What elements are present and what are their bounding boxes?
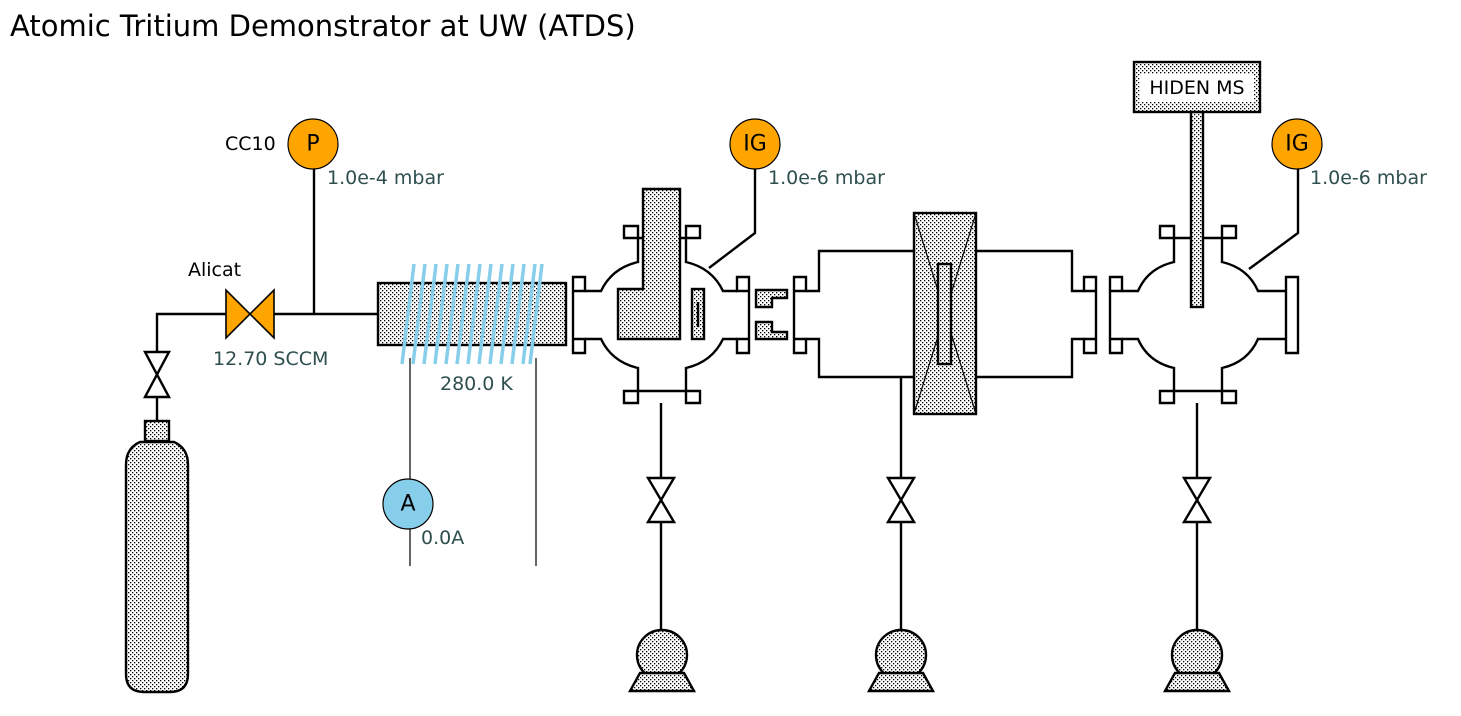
alicat-flow-valve[interactable]: [225, 288, 275, 340]
ion-gauge-2[interactable]: IG: [1271, 118, 1323, 170]
ion-gauge-1[interactable]: IG: [729, 118, 781, 170]
pressure-gauge-name: CC10: [225, 133, 276, 155]
ammeter[interactable]: A: [382, 478, 434, 530]
magnet: [912, 211, 978, 416]
turbo-pump-1: [628, 628, 696, 693]
turbo-pump-3: [1163, 628, 1231, 693]
turbo-pump-2: [867, 628, 935, 693]
cracker-temperature: 280.0 K: [440, 373, 513, 395]
ion-gauge-1-symbol: IG: [743, 132, 767, 157]
gas-cylinder: [124, 419, 190, 694]
valve-chamber-2[interactable]: [886, 476, 916, 524]
heater-coil: [400, 263, 544, 365]
alicat-label: Alicat: [188, 259, 241, 281]
ammeter-reading: 0.0A: [421, 527, 464, 549]
mass-spec-label: HIDEN MS: [1149, 77, 1244, 99]
ion-gauge-1-reading: 1.0e-6 mbar: [768, 167, 885, 189]
cylinder-valve[interactable]: [143, 350, 171, 399]
ion-gauge-2-reading: 1.0e-6 mbar: [1310, 167, 1427, 189]
ammeter-symbol: A: [400, 492, 415, 517]
aperture: [754, 288, 789, 341]
pressure-gauge-symbol: P: [306, 132, 319, 157]
mass-spectrometer[interactable]: HIDEN MS: [1132, 60, 1262, 309]
valve-chamber-1[interactable]: [646, 476, 676, 524]
ion-gauge-2-symbol: IG: [1285, 132, 1309, 157]
pressure-gauge-p[interactable]: P: [287, 118, 339, 170]
pressure-gauge-reading: 1.0e-4 mbar: [327, 167, 444, 189]
flow-reading: 12.70 SCCM: [213, 348, 328, 370]
chamber-cross-1: [571, 187, 751, 405]
diagram-title: Atomic Tritium Demonstrator at UW (ATDS): [10, 9, 636, 43]
valve-chamber-3[interactable]: [1182, 476, 1212, 524]
